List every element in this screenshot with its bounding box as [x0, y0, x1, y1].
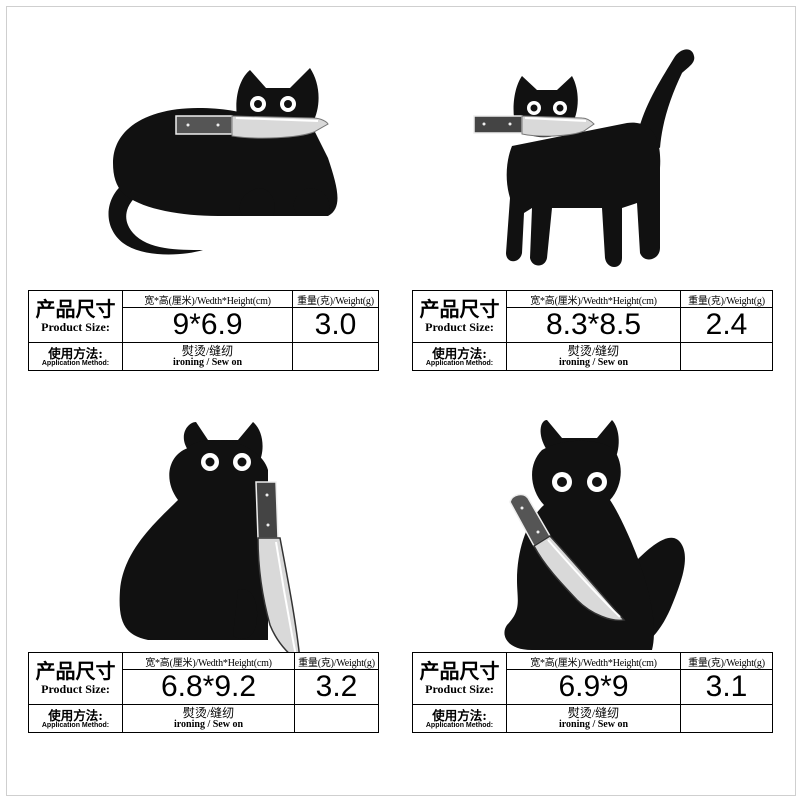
- cat-patch-sitting-knife-up-image: [504, 420, 685, 650]
- method-value-en: ironing / Sew on: [559, 356, 628, 368]
- product-card-2: 产品尺寸 Product Size: 宽*高(厘米)/Wedth*Height(…: [412, 28, 782, 408]
- product-card-3: 产品尺寸 Product Size: 宽*高(厘米)/Wedth*Height(…: [28, 410, 398, 790]
- method-value-cn: 熨烫/缝纫: [567, 705, 620, 720]
- dimension-value: 8.3*8.5: [506, 307, 681, 343]
- weight-value: 2.4: [680, 307, 773, 343]
- product-card-1: 产品尺寸 Product Size: 宽*高(厘米)/Wedth*Height(…: [28, 28, 398, 408]
- method-label-en: Application Method:: [41, 359, 110, 367]
- method-label-en: Application Method:: [425, 359, 494, 367]
- size-label-cn: 产品尺寸: [35, 658, 116, 683]
- dimension-header: 宽*高(厘米)/Wedth*Height(cm): [506, 652, 681, 670]
- method-label-en: Application Method:: [425, 721, 494, 729]
- dimension-value: 9*6.9: [122, 307, 293, 343]
- cat-patch-lying-image: [108, 68, 338, 255]
- method-label-cn: 使用方法:: [48, 707, 103, 723]
- method-value-cn: 熨烫/缝纫: [567, 343, 620, 358]
- size-label-en: Product Size:: [425, 681, 494, 696]
- weight-header: 重量(克)/Weight(g): [680, 652, 773, 670]
- weight-value: 3.1: [680, 669, 773, 705]
- empty-cell: [680, 704, 773, 733]
- method-label-cell: 使用方法: Application Method:: [412, 704, 507, 733]
- spec-table-3: 产品尺寸 Product Size: 宽*高(厘米)/Wedth*Height(…: [28, 652, 379, 733]
- size-label-en: Product Size:: [425, 319, 494, 334]
- dimension-header: 宽*高(厘米)/Wedth*Height(cm): [122, 290, 293, 308]
- method-value-cell: 熨烫/缝纫 ironing / Sew on: [122, 704, 295, 733]
- size-label-cell: 产品尺寸 Product Size:: [412, 652, 507, 705]
- dimension-header: 宽*高(厘米)/Wedth*Height(cm): [122, 652, 295, 670]
- empty-cell: [292, 342, 379, 371]
- weight-header: 重量(克)/Weight(g): [294, 652, 379, 670]
- method-label-en: Application Method:: [41, 721, 110, 729]
- method-value-en: ironing / Sew on: [173, 356, 242, 368]
- method-label-cn: 使用方法:: [432, 345, 487, 361]
- method-value-en: ironing / Sew on: [559, 718, 628, 730]
- method-value-cell: 熨烫/缝纫 ironing / Sew on: [506, 342, 681, 371]
- empty-cell: [294, 704, 379, 733]
- dimension-value: 6.8*9.2: [122, 669, 295, 705]
- weight-value: 3.0: [292, 307, 379, 343]
- weight-header: 重量(克)/Weight(g): [292, 290, 379, 308]
- weight-header: 重量(克)/Weight(g): [680, 290, 773, 308]
- cat-patch-sitting-knife-down-image: [119, 422, 301, 661]
- size-label-en: Product Size:: [41, 319, 110, 334]
- method-value-cn: 熨烫/缝纫: [182, 705, 235, 720]
- size-label-cell: 产品尺寸 Product Size:: [412, 290, 507, 343]
- dimension-value: 6.9*9: [506, 669, 681, 705]
- size-label-en: Product Size:: [41, 681, 110, 696]
- method-value-en: ironing / Sew on: [174, 718, 243, 730]
- size-label-cn: 产品尺寸: [419, 658, 500, 683]
- dimension-header: 宽*高(厘米)/Wedth*Height(cm): [506, 290, 681, 308]
- method-label-cn: 使用方法:: [48, 345, 103, 361]
- empty-cell: [680, 342, 773, 371]
- method-label-cn: 使用方法:: [432, 707, 487, 723]
- weight-value: 3.2: [294, 669, 379, 705]
- size-label-cn: 产品尺寸: [35, 296, 116, 321]
- method-label-cell: 使用方法: Application Method:: [28, 704, 123, 733]
- method-value-cn: 熨烫/缝纫: [181, 343, 234, 358]
- method-label-cell: 使用方法: Application Method:: [412, 342, 507, 371]
- method-value-cell: 熨烫/缝纫 ironing / Sew on: [122, 342, 293, 371]
- cat-patch-standing-image: [473, 49, 695, 267]
- product-card-4: 产品尺寸 Product Size: 宽*高(厘米)/Wedth*Height(…: [412, 410, 782, 790]
- image-frame: [6, 6, 796, 796]
- size-label-cell: 产品尺寸 Product Size:: [28, 652, 123, 705]
- spec-table-4: 产品尺寸 Product Size: 宽*高(厘米)/Wedth*Height(…: [412, 652, 773, 733]
- spec-table-1: 产品尺寸 Product Size: 宽*高(厘米)/Wedth*Height(…: [28, 290, 379, 371]
- size-label-cn: 产品尺寸: [419, 296, 500, 321]
- method-label-cell: 使用方法: Application Method:: [28, 342, 123, 371]
- spec-table-2: 产品尺寸 Product Size: 宽*高(厘米)/Wedth*Height(…: [412, 290, 773, 371]
- method-value-cell: 熨烫/缝纫 ironing / Sew on: [506, 704, 681, 733]
- size-label-cell: 产品尺寸 Product Size:: [28, 290, 123, 343]
